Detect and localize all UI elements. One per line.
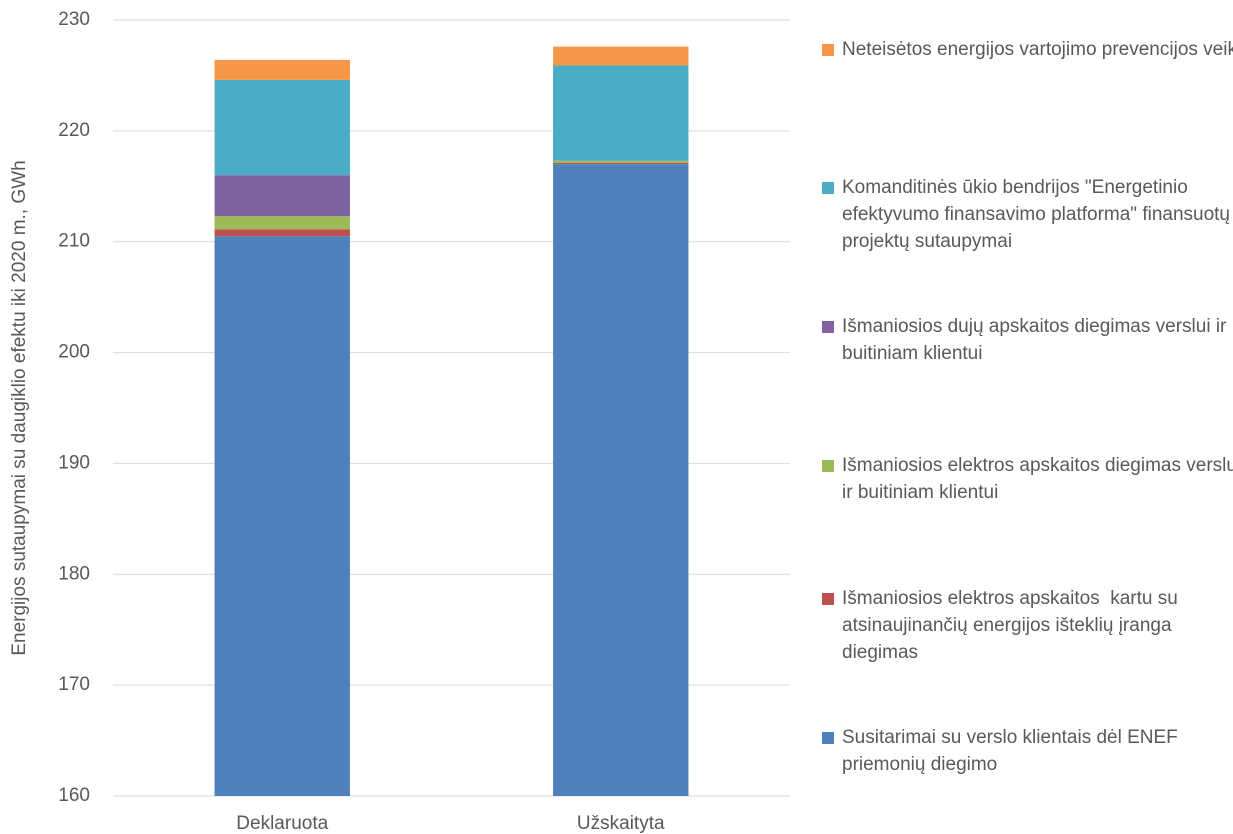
- bar-segment: [553, 164, 689, 797]
- legend-swatch: [822, 593, 834, 605]
- legend-swatch: [822, 732, 834, 744]
- legend-entry: Išmaniosios elektros apskaitos kartu su …: [822, 585, 1233, 666]
- bar-segment: [214, 59, 350, 80]
- bar-segment: [553, 65, 689, 161]
- legend-swatch: [822, 44, 834, 56]
- y-tick-label: 220: [58, 120, 90, 141]
- legend-swatch: [822, 182, 834, 194]
- legend-label: Komanditinės ūkio bendrijos "Energetinio…: [842, 177, 1230, 252]
- bar-segment: [553, 163, 689, 165]
- bar-segment: [214, 229, 350, 237]
- legend-entry: Komanditinės ūkio bendrijos "Energetinio…: [822, 174, 1233, 255]
- y-tick-label: 230: [58, 9, 90, 30]
- y-tick-label: 190: [58, 452, 90, 473]
- bar-segment: [553, 160, 689, 164]
- x-tick-label: Užskaityta: [577, 813, 665, 834]
- legend-entry: Išmaniosios elektros apskaitos diegimas …: [822, 452, 1233, 506]
- bar-segment: [214, 175, 350, 217]
- legend-label: Išmaniosios dujų apskaitos diegimas vers…: [842, 316, 1232, 364]
- legend-label: Susitarimai su verslo klientais dėl ENEF…: [842, 727, 1184, 775]
- y-tick-label: 180: [58, 563, 90, 584]
- legend-label: Išmaniosios elektros apskaitos kartu su …: [842, 588, 1184, 663]
- y-axis-label: Energijos sutaupymai su daugiklio efektu…: [9, 160, 30, 655]
- legend-label: Išmaniosios elektros apskaitos diegimas …: [842, 455, 1233, 503]
- bar-segment: [553, 46, 689, 66]
- y-tick-label: 160: [58, 785, 90, 806]
- bar-segment: [214, 236, 350, 796]
- x-tick-label: Deklaruota: [236, 813, 328, 834]
- legend-swatch: [822, 460, 834, 472]
- legend-swatch: [822, 321, 834, 333]
- chart: Energijos sutaupymai su daugiklio efektu…: [9, 9, 790, 834]
- y-tick-label: 200: [58, 342, 90, 363]
- bar-segment: [214, 79, 350, 176]
- legend-entry: Neteisėtos energijos vartojimo prevencij…: [822, 36, 1233, 63]
- legend-entry: Susitarimai su verslo klientais dėl ENEF…: [822, 724, 1233, 778]
- y-tick-label: 170: [58, 674, 90, 695]
- bar-segment: [214, 216, 350, 230]
- legend-entry: Išmaniosios dujų apskaitos diegimas vers…: [822, 313, 1233, 367]
- y-tick-label: 210: [58, 231, 90, 252]
- legend-label: Neteisėtos energijos vartojimo prevencij…: [842, 39, 1233, 60]
